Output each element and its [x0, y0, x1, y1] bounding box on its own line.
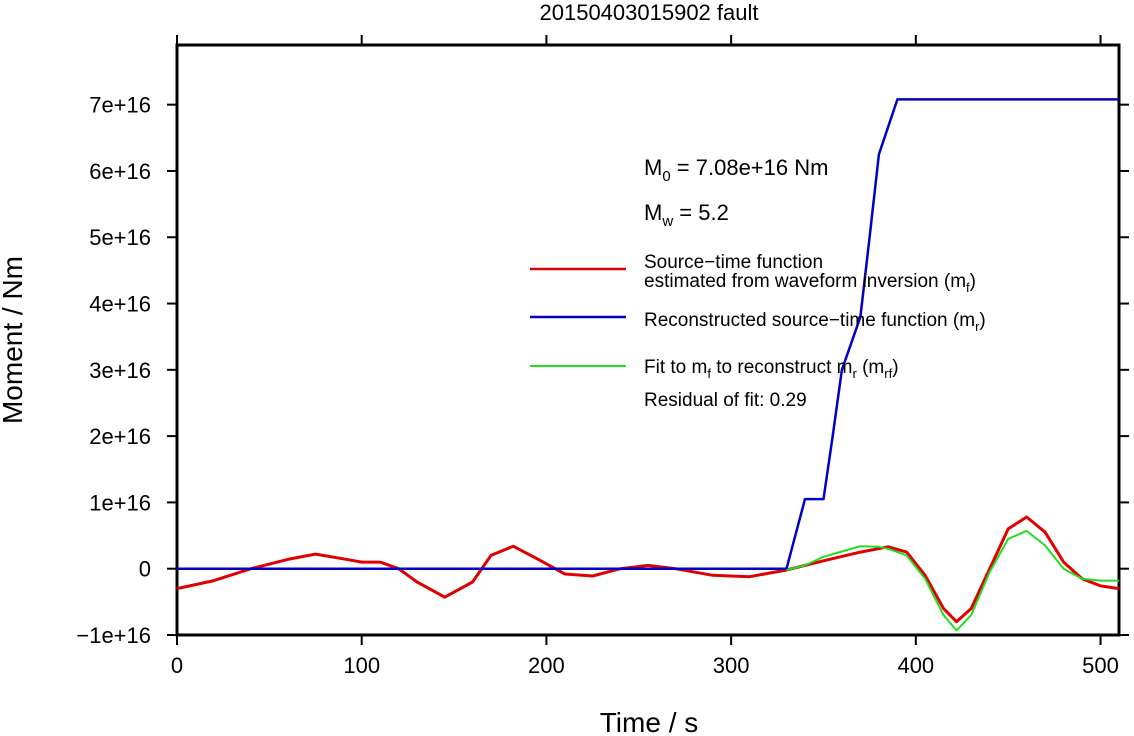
y-tick-label: 5e+16: [89, 225, 151, 250]
x-tick-label: 200: [528, 653, 565, 678]
moment-annotation: M0 = 7.08e+16 Nm: [644, 155, 828, 185]
legend-label-reconstructed: Reconstructed source−time function (m: [644, 310, 975, 331]
y-axis-title: Moment / Nm: [0, 256, 28, 424]
legend-sub-rf: rf: [884, 366, 892, 381]
residual-label: Residual of fit: 0.29: [644, 390, 807, 411]
series-fit: [786, 529, 1119, 632]
svg-text:Reconstructed source−time func: Reconstructed source−time function (mr): [644, 310, 986, 334]
x-tick-label: 100: [343, 653, 380, 678]
y-tick-label: 4e+16: [89, 292, 151, 317]
mw-symbol: M: [644, 200, 662, 225]
x-axis-title: Time / s: [600, 707, 699, 736]
mw-value: = 5.2: [673, 200, 729, 225]
y-tick-label: 2e+16: [89, 424, 151, 449]
legend-label-fit-2: to reconstruct m: [711, 357, 853, 378]
m0-symbol: M: [644, 155, 662, 180]
m0-value: = 7.08e+16 Nm: [671, 155, 829, 180]
legend-sub-r: r: [975, 319, 980, 334]
y-axis: −1e+16 0 1e+16 2e+16 3e+16 4e+16 5e+16 6e+16 7e+…: [76, 93, 1129, 648]
legend-label-fit-3: (m: [857, 357, 884, 378]
m0-subscript: 0: [662, 168, 670, 185]
legend-label-fit-1: Fit to m: [644, 357, 707, 378]
legend-label-source-time-line2: estimated from waveform inversion (m: [644, 271, 966, 292]
x-tick-label: 300: [713, 653, 750, 678]
svg-text:Mw = 5.2: Mw = 5.2: [644, 200, 729, 230]
legend-sub-f2: f: [707, 366, 711, 381]
y-tick-label: 6e+16: [89, 159, 151, 184]
x-tick-label: 400: [897, 653, 934, 678]
svg-text:estimated from waveform invers: estimated from waveform inversion (mf): [644, 271, 976, 295]
x-axis: 0 100 200 300 400 500: [171, 35, 1119, 678]
legend-sub-r2: r: [852, 366, 857, 381]
legend-close-paren-3: ): [892, 357, 898, 378]
series-reconstructed: [177, 98, 1119, 570]
x-tick-label: 0: [171, 653, 183, 678]
y-tick-label: −1e+16: [76, 623, 151, 648]
y-tick-label: 1e+16: [89, 490, 151, 515]
magnitude-annotation: Mw = 5.2: [644, 200, 729, 230]
mw-subscript: w: [661, 213, 673, 230]
legend-close-paren-2: ): [979, 310, 985, 331]
svg-text:Fit to mf to reconstruct mr (m: Fit to mf to reconstruct mr (mrf): [644, 357, 899, 381]
svg-text:M0 = 7.08e+16 Nm: M0 = 7.08e+16 Nm: [644, 155, 828, 185]
legend-close-paren-1: ): [970, 271, 976, 292]
legend-label-source-time-line1: Source−time function: [644, 252, 823, 273]
legend-sub-f: f: [966, 280, 970, 295]
series-layer: [176, 98, 1120, 632]
y-tick-label: 3e+16: [89, 358, 151, 383]
x-tick-label: 500: [1082, 653, 1119, 678]
plot-frame: [175, 43, 1121, 637]
y-tick-label: 0: [139, 557, 151, 582]
legend: Source−time function estimated from wave…: [530, 252, 986, 411]
chart-title: 20150403015902 fault: [540, 0, 759, 25]
y-tick-label: 7e+16: [89, 93, 151, 118]
